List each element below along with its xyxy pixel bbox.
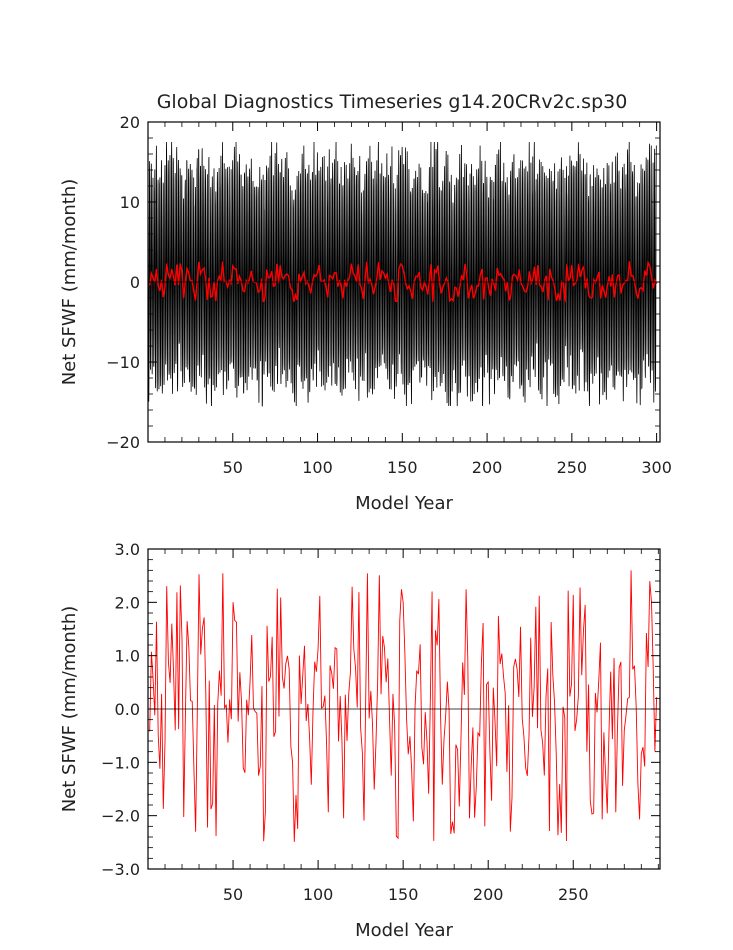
top-x-tick-label: 50 bbox=[223, 458, 243, 477]
top-x-tick-label: 250 bbox=[557, 458, 588, 477]
top-series-monthly-line bbox=[148, 141, 657, 407]
bottom-panel: 50 100 150 200 250 −3.0 −2.0 −1.0 0.0 1.0 2.0 3.0 M… bbox=[59, 540, 661, 941]
bottom-series-annual-line bbox=[149, 570, 658, 842]
top-x-tick-label: 150 bbox=[387, 458, 418, 477]
top-y-tick-label: −20 bbox=[106, 433, 140, 452]
bottom-y-tick-label: 0.0 bbox=[115, 700, 140, 719]
top-series-annual-line bbox=[149, 260, 658, 303]
top-x-tick-label: 300 bbox=[641, 458, 672, 477]
bottom-y-tick-label: 1.0 bbox=[115, 647, 140, 666]
bottom-plot-area bbox=[148, 570, 660, 842]
top-y-tick-label: −10 bbox=[106, 353, 140, 372]
top-x-tick-label: 200 bbox=[472, 458, 503, 477]
bottom-y-tick-label: −2.0 bbox=[101, 807, 140, 826]
bottom-x-tick-label: 250 bbox=[558, 885, 589, 904]
top-y-axis-label: Net SFWF (mm/month) bbox=[59, 179, 80, 386]
top-x-tick-label: 100 bbox=[302, 458, 333, 477]
chart-title: Global Diagnostics Timeseries g14.20CRv2… bbox=[157, 91, 628, 113]
bottom-x-tick-label: 100 bbox=[303, 885, 334, 904]
top-plot-area bbox=[148, 141, 660, 407]
top-ticks: 50 100 150 200 250 300 −20 −10 0 10 20 bbox=[106, 113, 672, 477]
bottom-y-tick-label: −1.0 bbox=[101, 753, 140, 772]
bottom-x-tick-label: 200 bbox=[473, 885, 504, 904]
top-y-tick-label: 0 bbox=[130, 273, 140, 292]
top-y-tick-label: 10 bbox=[120, 193, 140, 212]
bottom-x-tick-label: 50 bbox=[223, 885, 243, 904]
bottom-x-axis-label: Model Year bbox=[355, 920, 453, 941]
top-y-tick-label: 20 bbox=[120, 113, 140, 132]
bottom-x-tick-label: 150 bbox=[388, 885, 419, 904]
bottom-y-tick-label: −3.0 bbox=[101, 860, 140, 879]
bottom-y-tick-label: 2.0 bbox=[115, 593, 140, 612]
bottom-ticks: 50 100 150 200 250 −3.0 −2.0 −1.0 0.0 1.0 2.0 3.0 bbox=[101, 540, 660, 904]
top-x-axis-label: Model Year bbox=[355, 493, 453, 514]
bottom-y-tick-label: 3.0 bbox=[115, 540, 140, 559]
bottom-y-axis-label: Net SFWF (mm/month) bbox=[59, 606, 80, 813]
